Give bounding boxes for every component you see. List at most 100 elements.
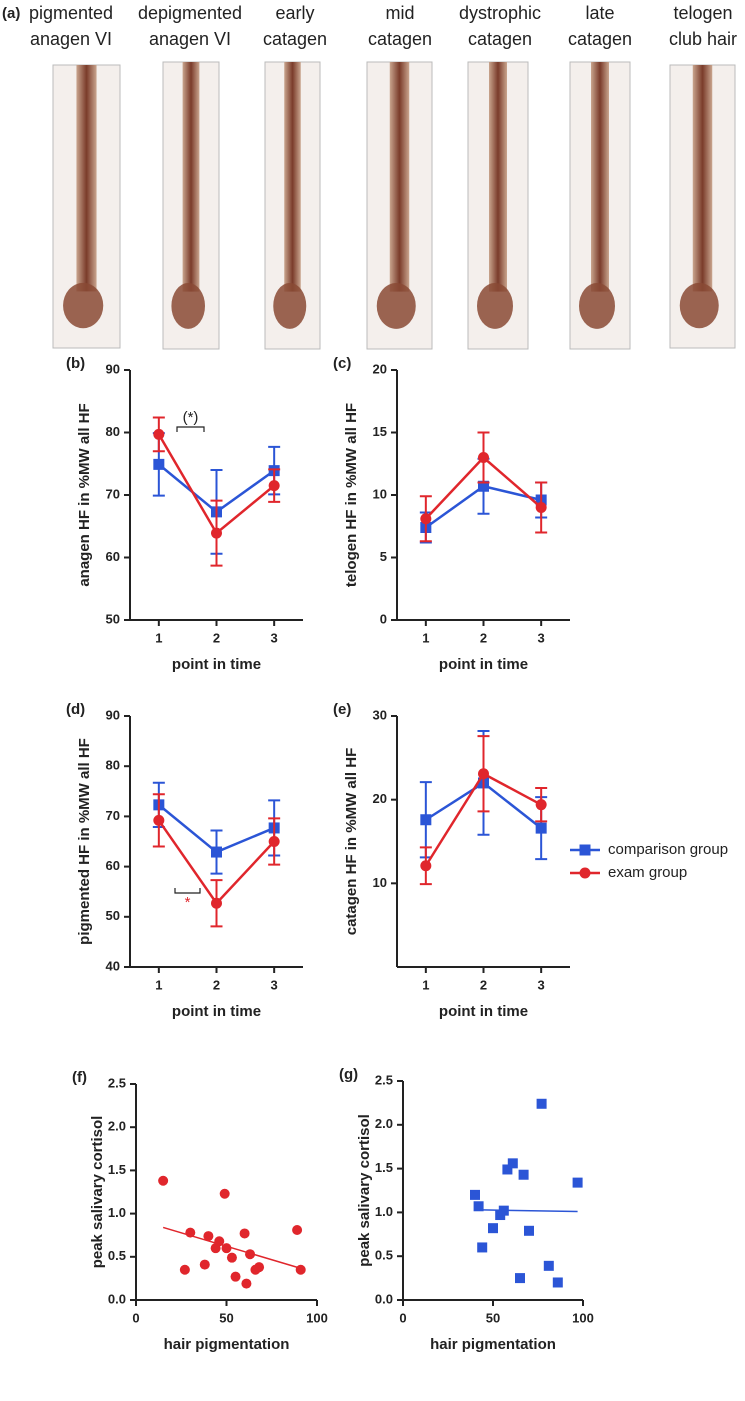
marker: [535, 799, 547, 811]
y-tick-label: 90: [106, 707, 120, 722]
panel-label: (e): [333, 701, 351, 718]
point: [158, 1175, 169, 1186]
y-tick-label: 0.0: [108, 1291, 126, 1306]
point: [507, 1158, 518, 1169]
point: [295, 1264, 306, 1275]
image-caption: mid: [385, 3, 414, 23]
x-axis-label: point in time: [172, 656, 261, 673]
significance-label: (*): [183, 409, 199, 426]
point: [219, 1188, 230, 1199]
point: [230, 1271, 241, 1282]
marker: [153, 458, 165, 470]
marker: [211, 527, 222, 539]
panel-label: (c): [333, 355, 351, 372]
x-tick-label: 3: [271, 630, 278, 645]
y-tick-label: 80: [106, 758, 120, 773]
y-tick-label: 5: [380, 549, 387, 564]
legend-marker: [579, 867, 591, 879]
marker: [420, 513, 432, 525]
hair-shaft: [284, 62, 301, 292]
x-tick-label: 3: [271, 977, 278, 992]
marker: [478, 452, 489, 463]
hair-shaft: [76, 65, 97, 292]
trend-line: [162, 1226, 303, 1270]
x-tick-label: 0: [132, 1310, 139, 1325]
point: [518, 1169, 529, 1180]
y-tick-label: 1.5: [375, 1160, 393, 1175]
image-caption: early: [275, 3, 314, 23]
significance-bracket: [176, 426, 205, 432]
point: [524, 1225, 534, 1236]
hair-bulb: [477, 282, 513, 329]
point: [239, 1228, 250, 1239]
point: [502, 1164, 513, 1175]
x-axis-label: point in time: [439, 1003, 528, 1020]
point: [488, 1223, 498, 1234]
y-tick-label: 10: [373, 486, 387, 501]
x-tick-label: 100: [306, 1310, 328, 1325]
y-tick-label: 50: [106, 611, 120, 626]
x-tick-label: 2: [213, 630, 220, 645]
y-axis-label: catagen HF in %MW all HF: [343, 748, 360, 936]
point: [226, 1252, 237, 1263]
image-caption: catagen: [468, 29, 532, 49]
hair-shaft: [389, 62, 410, 292]
y-tick-label: 30: [373, 707, 387, 722]
y-axis-label: anagen HF in %MW all HF: [76, 403, 93, 586]
y-tick-label: 70: [106, 486, 120, 501]
panel-label: (d): [66, 701, 85, 718]
point: [245, 1249, 256, 1260]
marker: [153, 428, 165, 440]
y-tick-label: 2.0: [108, 1119, 126, 1134]
marker: [268, 480, 280, 492]
marker: [420, 860, 432, 872]
y-tick-label: 40: [106, 958, 120, 973]
marker: [268, 836, 280, 847]
point: [473, 1201, 484, 1212]
point: [179, 1264, 190, 1275]
point: [470, 1189, 480, 1200]
y-tick-label: 0.0: [375, 1291, 393, 1306]
hair-bulb: [679, 282, 719, 329]
y-tick-label: 60: [106, 858, 120, 873]
legend-label: exam group: [608, 864, 687, 881]
image-caption: pigmented: [29, 3, 113, 23]
image-caption: telogen: [673, 3, 732, 23]
point: [552, 1277, 563, 1288]
x-tick-label: 50: [486, 1310, 500, 1325]
y-tick-label: 10: [373, 875, 387, 890]
x-tick-label: 3: [538, 630, 545, 645]
image-caption: depigmented: [138, 3, 242, 23]
x-axis-label: hair pigmentation: [430, 1336, 556, 1353]
image-caption: dystrophic: [459, 3, 541, 23]
point: [477, 1242, 488, 1253]
x-tick-label: 1: [155, 630, 162, 645]
legend-label: comparison group: [608, 841, 728, 858]
marker: [211, 897, 222, 909]
image-caption: club hair: [669, 29, 737, 49]
hair-bulb: [171, 282, 205, 329]
hair-shaft: [591, 62, 609, 292]
y-tick-label: 1.5: [108, 1162, 126, 1177]
y-axis-label: pigmented HF in %MW all HF: [76, 738, 93, 945]
panel-label: (b): [66, 355, 85, 372]
y-tick-label: 0: [380, 611, 387, 626]
y-tick-label: 20: [373, 361, 387, 376]
y-tick-label: 1.0: [108, 1205, 126, 1220]
y-tick-label: 2.0: [375, 1116, 393, 1131]
hair-shaft: [182, 62, 200, 292]
point: [536, 1098, 547, 1109]
y-tick-label: 50: [106, 908, 120, 923]
point: [292, 1225, 303, 1236]
significance-label: *: [185, 894, 191, 911]
y-axis-label: peak salivary cortisol: [356, 1114, 373, 1267]
panel-label: (g): [339, 1066, 358, 1083]
y-tick-label: 90: [106, 361, 120, 376]
marker: [478, 768, 489, 780]
x-tick-label: 1: [155, 977, 162, 992]
image-caption: anagen VI: [30, 29, 112, 49]
y-tick-label: 0.5: [108, 1248, 126, 1263]
y-tick-label: 15: [373, 424, 387, 439]
panel-label: (f): [72, 1069, 87, 1086]
